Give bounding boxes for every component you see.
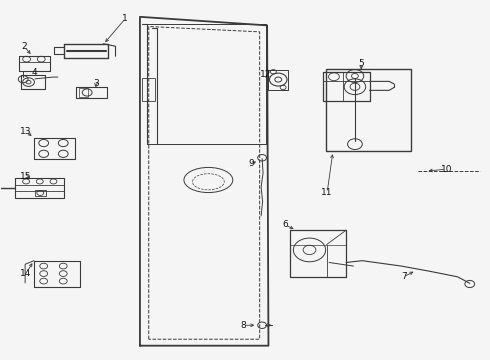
Text: 2: 2 [22, 42, 27, 51]
Text: 10: 10 [441, 165, 452, 174]
Text: 11: 11 [321, 188, 333, 197]
Text: 3: 3 [93, 79, 99, 88]
Text: 8: 8 [240, 321, 246, 330]
Text: 6: 6 [282, 220, 288, 229]
Text: 5: 5 [358, 59, 364, 68]
Bar [79, 88, 88, 97]
Text: 15: 15 [21, 172, 32, 181]
Text: 13: 13 [21, 127, 32, 136]
Bar [143, 78, 155, 101]
Bar [326, 69, 411, 151]
Bar [35, 190, 46, 196]
Text: 7: 7 [401, 272, 407, 281]
Text: 12: 12 [260, 71, 271, 80]
Text: 14: 14 [21, 269, 32, 278]
Text: 4: 4 [31, 68, 37, 77]
Text: 9: 9 [248, 159, 254, 168]
Text: 1: 1 [122, 14, 128, 23]
